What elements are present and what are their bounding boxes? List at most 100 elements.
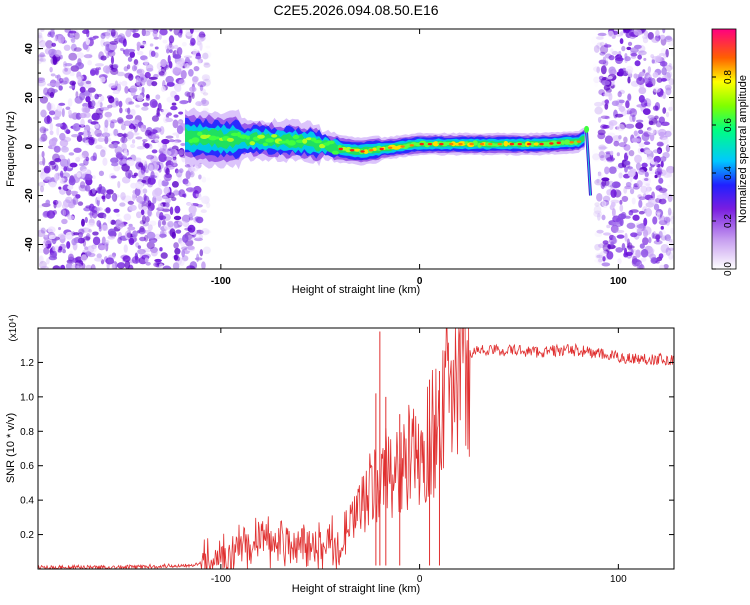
noise-speckle [79,112,87,119]
noise-speckle [606,224,611,229]
noise-speckle [191,91,195,99]
noise-speckle [630,29,635,32]
noise-speckle [625,123,635,129]
noise-speckle [106,95,113,100]
noise-speckle [85,80,92,85]
noise-speckle [126,159,135,167]
noise-speckle [68,109,72,116]
noise-speckle [670,50,674,57]
noise-speckle [115,83,122,93]
noise-speckle [203,61,210,66]
noise-speckle [42,127,46,131]
noise-speckle [608,121,614,130]
noise-speckle [644,149,652,155]
noise-speckle [665,111,670,118]
noise-speckle [186,265,195,269]
noise-speckle [159,145,168,152]
noise-speckle [48,31,52,36]
noise-speckle [612,235,617,245]
noise-speckle [91,114,98,121]
noise-speckle [111,263,116,269]
noise-speckle [626,166,633,170]
snr-y-ticks: 0.2 0.4 0.6 0.8 1.0 1.2 [20,358,674,541]
noise-speckle [188,217,194,221]
signal-blob [292,134,300,140]
signal-blob [287,140,296,146]
noise-speckle [652,87,661,93]
noise-speckle [658,229,666,238]
noise-speckle [136,41,141,48]
noise-speckle [611,181,621,189]
noise-speckle [166,96,176,103]
noise-speckle [61,172,71,179]
noise-speckle [624,232,628,242]
snr-x-label: Height of straight line (km) [292,583,420,595]
noise-speckle [594,202,600,207]
noise-speckle [49,181,57,188]
noise-speckle [128,237,135,246]
noise-speckle [629,188,635,195]
noise-speckle [653,155,662,164]
noise-speckle [597,212,601,221]
noise-speckle [171,196,177,202]
noise-speckle [592,148,599,156]
signal-blob [302,138,308,144]
noise-speckle [104,136,109,145]
noise-speckle [203,76,208,80]
noise-speckle [598,258,603,263]
noise-speckle [163,222,171,231]
noise-speckle [94,129,102,137]
noise-speckle [97,137,105,143]
noise-speckle [127,56,133,62]
noise-speckle [644,171,649,178]
noise-speckle [656,166,663,175]
noise-speckle [130,144,136,149]
noise-speckle [639,243,645,249]
noise-speckle [599,155,606,161]
noise-speckle [592,63,597,70]
noise-speckle [70,37,76,43]
noise-speckle [156,195,163,202]
noise-speckle [638,86,647,95]
noise-speckle [631,138,641,143]
noise-speckle [601,200,607,207]
signal-blob [249,141,256,146]
noise-speckle [94,206,103,212]
noise-speckle [182,234,189,243]
signal-blob [239,134,248,139]
noise-speckle [67,253,74,262]
noise-speckle [120,47,124,52]
noise-speckle [665,87,672,96]
noise-speckle [65,231,74,240]
noise-speckle [162,208,171,212]
noise-speckle [172,66,182,76]
noise-speckle [181,214,191,223]
noise-speckle [90,69,96,77]
noise-speckle [635,122,644,130]
noise-speckle [653,239,663,245]
noise-speckle [62,209,67,216]
noise-speckle [181,249,186,258]
noise-speckle [168,61,173,69]
noise-speckle [205,252,211,262]
spectrogram-y-tick-label: 0 [24,143,35,149]
colorbar: 0.0 0.2 0.4 0.6 0.8 Normalized spectral ampl… [711,28,749,276]
noise-speckle [102,65,111,74]
noise-speckle [197,58,204,64]
noise-speckle [604,115,611,120]
noise-speckle [57,35,65,44]
noise-speckle [110,29,116,37]
noise-speckle [175,169,183,178]
noise-speckle [87,87,96,93]
noise-speckle [178,79,186,86]
noise-speckle [594,231,603,238]
signal-blob [563,139,571,145]
noise-speckle [158,71,165,76]
noise-speckle [188,68,194,77]
noise-speckle [38,132,43,141]
noise-speckle [619,199,623,205]
noise-speckle [601,180,607,187]
noise-speckle [605,248,609,255]
noise-speckle [44,234,49,238]
noise-speckle [40,109,47,118]
